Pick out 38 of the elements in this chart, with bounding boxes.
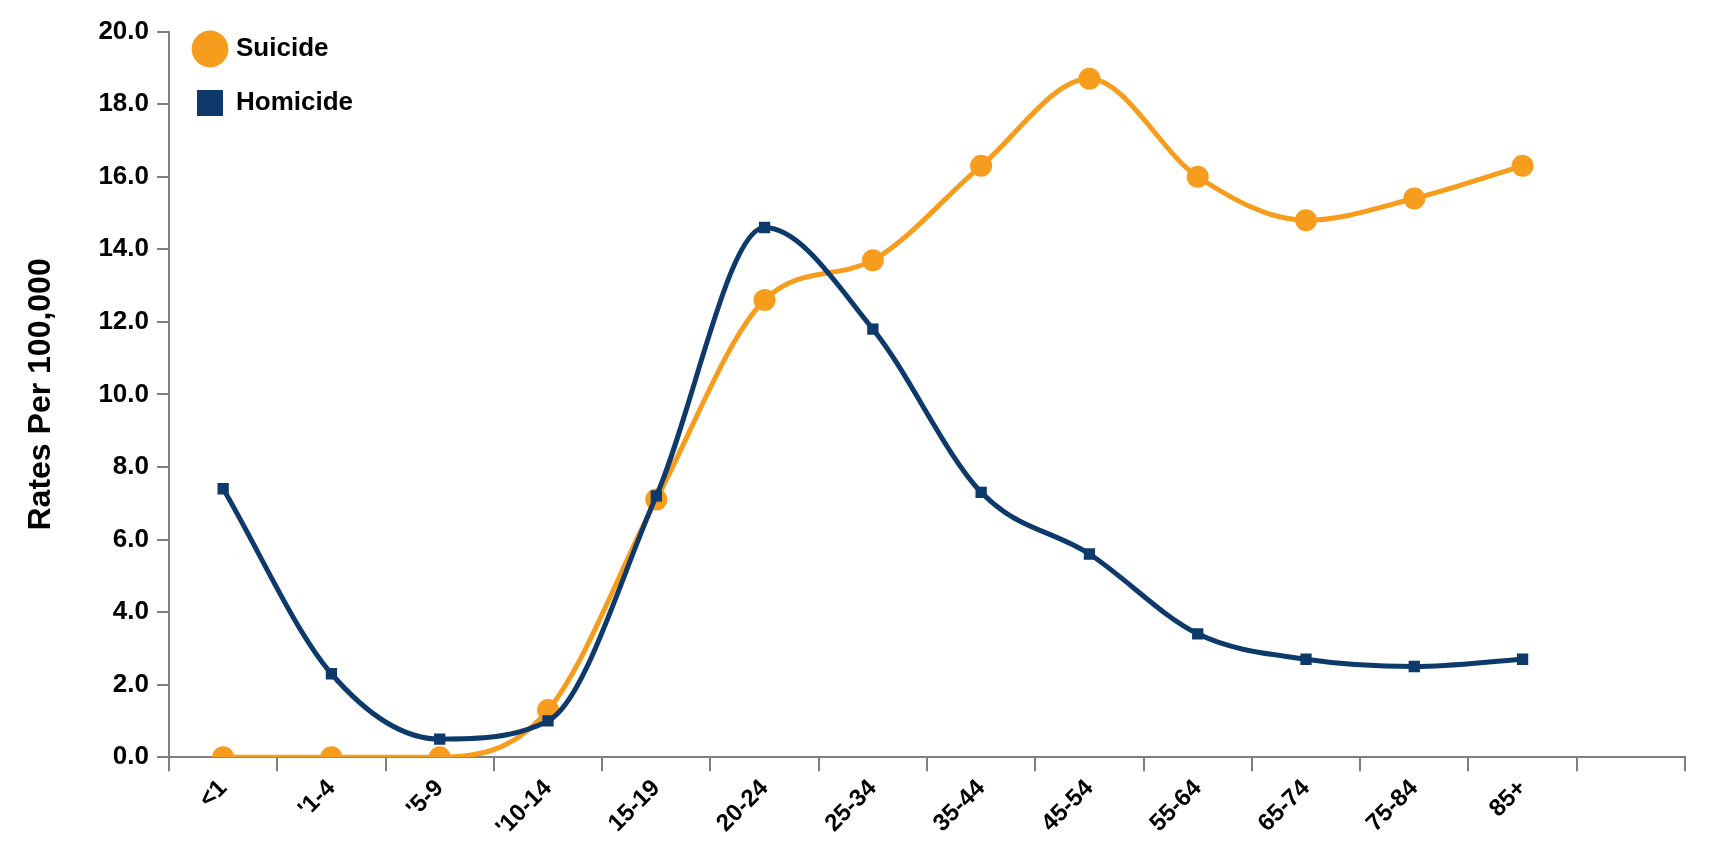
y-axis-title: Rates Per 100,000 — [21, 258, 58, 531]
y-tick-label: 4.0 — [112, 595, 149, 626]
point — [1078, 67, 1101, 90]
point — [1295, 209, 1317, 232]
point — [970, 154, 993, 177]
legend-label: Suicide — [236, 32, 329, 63]
point — [1186, 165, 1209, 188]
y-tick-label: 14.0 — [98, 232, 149, 263]
x-tick-label: 85+ — [1482, 773, 1531, 822]
x-tick-label: <1 — [192, 773, 232, 812]
point — [1403, 187, 1426, 210]
point — [325, 668, 338, 680]
y-tick-label: 10.0 — [98, 377, 149, 408]
y-tick-label: 16.0 — [98, 159, 149, 190]
point — [975, 486, 987, 499]
y-tick-label: 6.0 — [112, 522, 149, 553]
point — [753, 289, 776, 312]
point — [1083, 548, 1096, 560]
point — [758, 221, 771, 234]
point — [1192, 628, 1204, 640]
point — [861, 249, 884, 272]
y-tick-label: 0.0 — [112, 740, 149, 771]
y-tick-label: 2.0 — [112, 667, 149, 698]
y-tick-label: 18.0 — [98, 87, 149, 118]
point — [542, 715, 554, 727]
point — [217, 483, 229, 495]
y-tick-label: 12.0 — [98, 305, 149, 336]
x-tick-label: '1-4 — [291, 773, 341, 822]
point — [867, 323, 879, 335]
point — [434, 733, 446, 745]
point — [1511, 154, 1534, 177]
point — [1516, 653, 1529, 665]
y-tick-label: 20.0 — [98, 14, 149, 45]
x-tick-label: '5-9 — [400, 773, 448, 822]
y-tick-label: 8.0 — [112, 450, 149, 481]
point — [1300, 653, 1312, 665]
legend-label: Homicide — [236, 86, 354, 117]
point — [1408, 660, 1420, 673]
